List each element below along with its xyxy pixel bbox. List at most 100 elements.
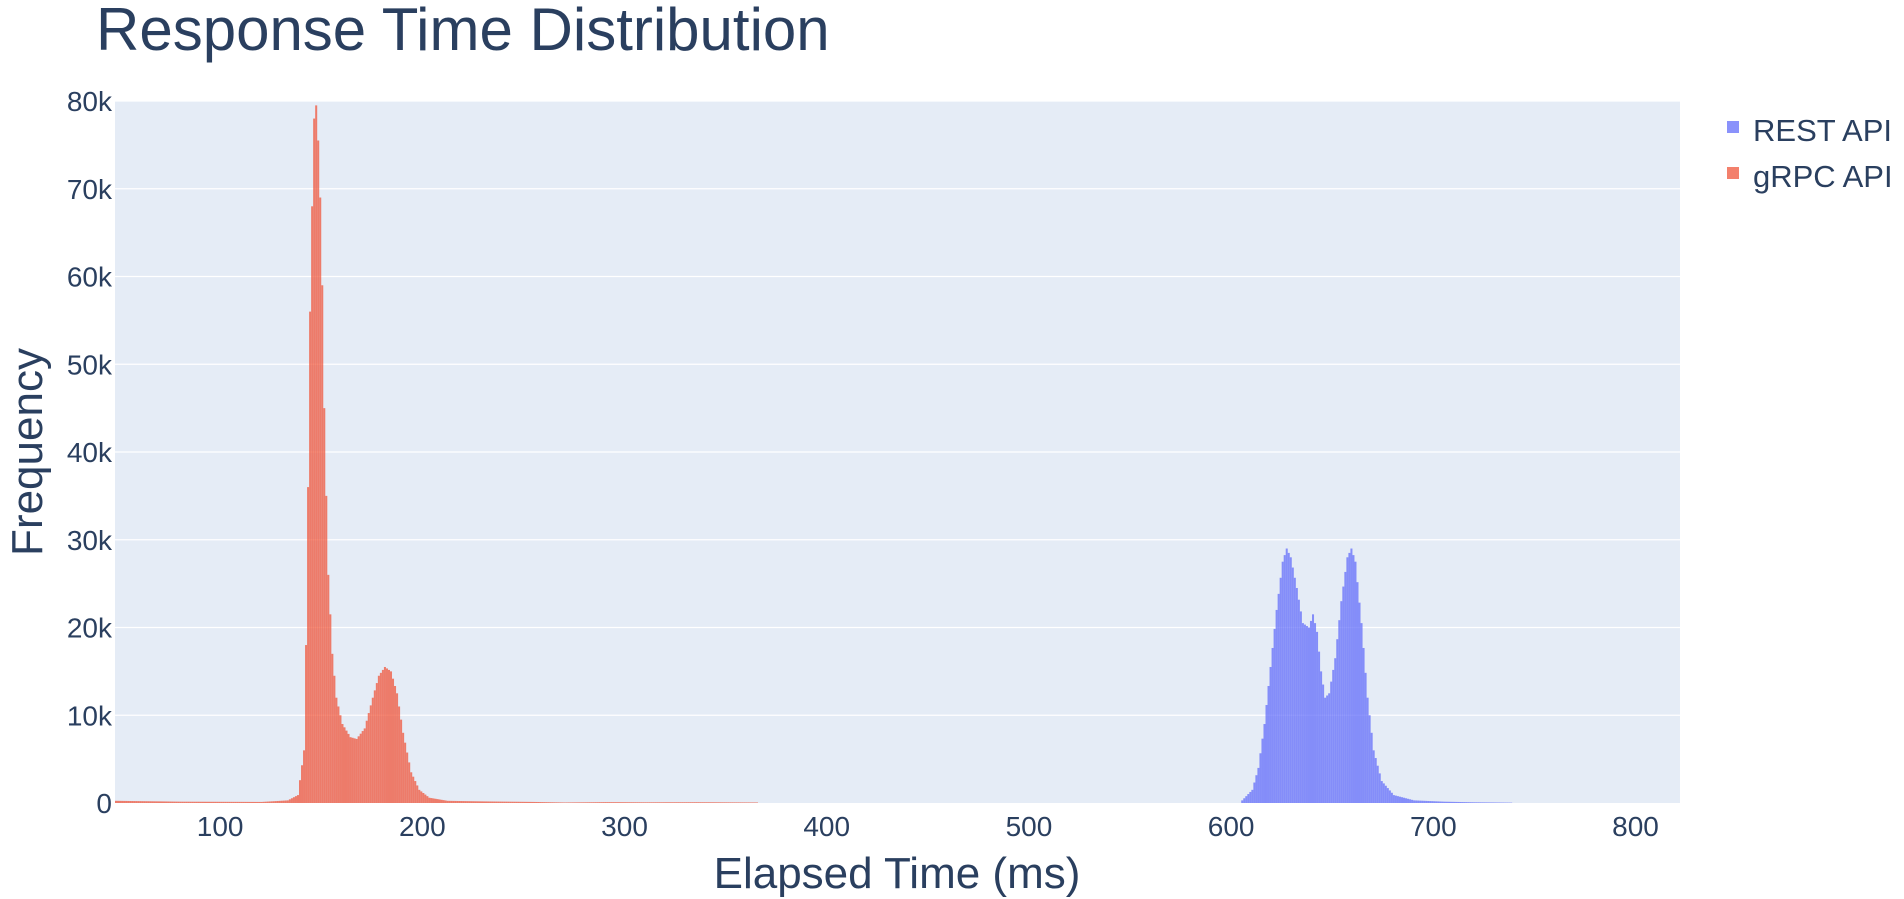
histogram-bar-rest-api xyxy=(1348,552,1351,803)
histogram-bar-grpc-api xyxy=(497,801,500,803)
histogram-bar-grpc-api xyxy=(187,801,190,803)
y-tick-label: 10k xyxy=(67,700,113,731)
histogram-bar-grpc-api xyxy=(559,802,562,803)
histogram-bar-grpc-api xyxy=(658,802,661,803)
histogram-bar-grpc-api xyxy=(561,802,564,803)
histogram-bar-grpc-api xyxy=(181,801,184,803)
histogram-bar-rest-api xyxy=(1483,802,1486,803)
histogram-bar-rest-api xyxy=(1287,552,1290,803)
histogram-bar-grpc-api xyxy=(513,801,516,803)
histogram-bar-grpc-api xyxy=(539,802,542,803)
histogram-bar-grpc-api xyxy=(353,738,356,803)
histogram-bar-grpc-api xyxy=(677,802,680,803)
histogram-bar-grpc-api xyxy=(197,801,200,803)
legend-item-grpc-api[interactable]: gRPC API xyxy=(1727,159,1893,194)
legend-item-rest-api[interactable]: REST API xyxy=(1727,113,1892,148)
histogram-bar-grpc-api xyxy=(671,802,674,803)
histogram-bar-grpc-api xyxy=(727,802,730,803)
histogram-bar-grpc-api xyxy=(262,801,265,803)
histogram-bar-grpc-api xyxy=(557,802,560,803)
histogram-bar-grpc-api xyxy=(679,802,682,803)
histogram-bar-rest-api xyxy=(1453,801,1456,803)
histogram-bar-grpc-api xyxy=(503,801,506,803)
histogram-bar-grpc-api xyxy=(646,802,649,803)
histogram-bar-grpc-api xyxy=(749,802,752,803)
histogram-bar-grpc-api xyxy=(179,801,182,803)
histogram-bar-rest-api xyxy=(1368,715,1371,803)
histogram-bar-grpc-api xyxy=(685,802,688,803)
histogram-bar-rest-api xyxy=(1423,800,1426,803)
histogram-bar-grpc-api xyxy=(480,801,483,803)
histogram-bar-grpc-api xyxy=(515,801,518,803)
histogram-bar-grpc-api xyxy=(349,737,352,803)
histogram-bar-grpc-api xyxy=(719,802,722,803)
histogram-bar-rest-api xyxy=(1344,571,1347,803)
histogram-bar-grpc-api xyxy=(586,802,589,803)
histogram-bar-grpc-api xyxy=(252,801,255,803)
histogram-bar-grpc-api xyxy=(505,801,508,803)
histogram-bar-grpc-api xyxy=(157,801,160,803)
histogram-bar-rest-api xyxy=(1275,609,1278,803)
histogram-bar-grpc-api xyxy=(244,801,247,803)
histogram-bar-grpc-api xyxy=(228,801,231,803)
histogram-bar-grpc-api xyxy=(268,801,271,803)
histogram-bar-grpc-api xyxy=(159,801,162,803)
histogram-bar-rest-api xyxy=(1370,732,1373,803)
histogram-bar-grpc-api xyxy=(115,800,118,803)
histogram-bar-grpc-api xyxy=(167,801,170,803)
histogram-bar-rest-api xyxy=(1449,801,1452,803)
histogram-bar-rest-api xyxy=(1427,800,1430,803)
histogram-bar-grpc-api xyxy=(195,801,198,803)
histogram-bar-grpc-api xyxy=(129,800,132,803)
histogram-bar-grpc-api xyxy=(147,801,150,803)
histogram-bar-rest-api xyxy=(1465,802,1468,803)
histogram-bar-grpc-api xyxy=(640,802,643,803)
histogram-bar-grpc-api xyxy=(365,720,368,803)
histogram-bar-grpc-api xyxy=(367,713,370,803)
histogram-bar-rest-api xyxy=(1400,797,1403,803)
histogram-bar-rest-api xyxy=(1479,802,1482,803)
histogram-bar-grpc-api xyxy=(662,802,665,803)
x-tick-label: 100 xyxy=(197,811,244,842)
histogram-bar-grpc-api xyxy=(329,614,332,803)
histogram-bar-grpc-api xyxy=(636,802,639,803)
histogram-bar-grpc-api xyxy=(248,801,251,803)
histogram-bar-rest-api xyxy=(1303,624,1306,803)
y-tick-label: 0 xyxy=(96,788,112,819)
histogram-bar-grpc-api xyxy=(256,801,259,803)
histogram-bar-grpc-api xyxy=(201,801,204,803)
histogram-bar-grpc-api xyxy=(472,801,475,803)
histogram-bar-grpc-api xyxy=(707,802,710,803)
histogram-bar-grpc-api xyxy=(701,802,704,803)
histogram-bar-grpc-api xyxy=(434,798,437,803)
histogram-bar-grpc-api xyxy=(398,706,401,803)
histogram-bar-grpc-api xyxy=(509,801,512,803)
histogram-bar-grpc-api xyxy=(274,801,277,803)
histogram-bar-grpc-api xyxy=(751,802,754,803)
histogram-bar-grpc-api xyxy=(321,285,324,803)
histogram-bar-grpc-api xyxy=(347,733,350,803)
histogram-bar-rest-api xyxy=(1360,623,1363,803)
histogram-bar-grpc-api xyxy=(450,800,453,803)
histogram-bar-grpc-api xyxy=(210,801,213,803)
histogram-bar-rest-api xyxy=(1269,666,1272,803)
histogram-bar-grpc-api xyxy=(466,801,469,803)
histogram-bar-grpc-api xyxy=(681,802,684,803)
histogram-bar-grpc-api xyxy=(511,801,514,803)
histogram-bar-rest-api xyxy=(1285,548,1288,803)
histogram-bar-rest-api xyxy=(1245,796,1248,803)
histogram-bar-rest-api xyxy=(1485,802,1488,803)
histogram-bar-grpc-api xyxy=(414,781,417,803)
histogram-bar-grpc-api xyxy=(284,800,287,803)
histogram-bar-grpc-api xyxy=(121,800,124,803)
histogram-bar-grpc-api xyxy=(363,728,366,803)
histogram-bar-grpc-api xyxy=(456,800,459,803)
histogram-bar-grpc-api xyxy=(618,802,621,803)
legend[interactable]: REST API gRPC API xyxy=(1727,113,1893,194)
histogram-bar-grpc-api xyxy=(420,791,423,803)
histogram-bar-rest-api xyxy=(1314,623,1317,803)
histogram-bar-grpc-api xyxy=(460,801,463,803)
histogram-bar-grpc-api xyxy=(371,697,374,803)
histogram-bar-grpc-api xyxy=(234,801,237,803)
histogram-bar-grpc-api xyxy=(242,801,245,803)
